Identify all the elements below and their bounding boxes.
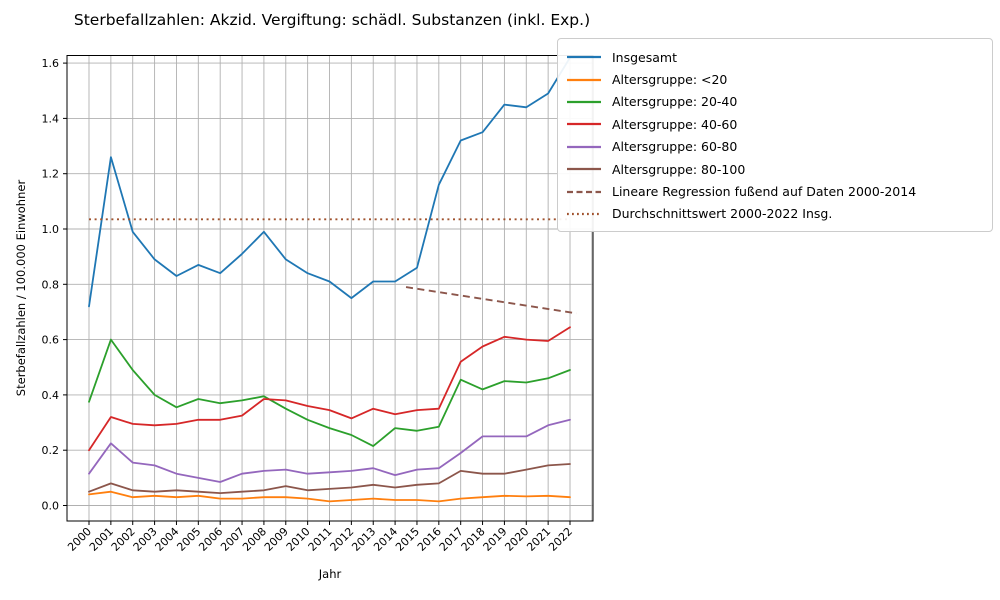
legend-line-swatch (567, 190, 601, 193)
legend: Insgesamt Altersgruppe: <20 Altersgruppe: … (557, 38, 993, 233)
series-line-altersgruppe-20 (88, 490, 571, 503)
chart-title: Sterbefallzahlen: Akzid. Vergiftung: sch… (73, 11, 591, 29)
legend-item: Insgesamt (566, 46, 986, 68)
x-tick-label: 2021 (524, 525, 553, 554)
legend-line-swatch (567, 145, 601, 148)
legend-line-swatch (567, 78, 601, 81)
legend-item: Altersgruppe: 20-40 (566, 91, 986, 113)
x-tick-label: 2005 (174, 525, 203, 554)
y-tick-label: 0.6 (42, 334, 60, 347)
x-tick-label: 2006 (196, 525, 225, 554)
x-tick-label: 2022 (546, 525, 575, 554)
legend-label: Altersgruppe: 40-60 (612, 116, 738, 132)
legend-line-swatch (567, 212, 601, 216)
legend-label: Lineare Regression fußend auf Daten 2000… (612, 184, 917, 200)
x-tick-label: 2010 (284, 525, 313, 554)
x-tick-label: 2014 (371, 525, 400, 554)
x-tick-label: 2001 (87, 525, 116, 554)
legend-line-swatch (567, 168, 601, 171)
legend-item: Altersgruppe: 80-100 (566, 158, 986, 180)
legend-item: Altersgruppe: 40-60 (566, 113, 986, 135)
y-tick-label: 1.0 (42, 223, 60, 236)
x-tick-label: 2012 (327, 525, 356, 554)
y-axis-label: Sterbefallzahlen / 100.000 Einwohner (14, 179, 28, 397)
x-tick-label: 2007 (218, 525, 247, 554)
x-tick-label: 2011 (306, 525, 335, 554)
series-line-altersgruppe-40-60 (88, 326, 571, 452)
legend-item: Durchschnittswert 2000-2022 Insg. (566, 203, 986, 225)
x-tick-label: 2002 (109, 525, 138, 554)
legend-line-swatch (567, 100, 601, 104)
x-tick-label: 2016 (415, 525, 444, 554)
legend-item: Altersgruppe: 60-80 (566, 136, 986, 158)
x-tick-label: 2004 (153, 525, 182, 554)
x-axis-label: Jahr (318, 567, 342, 581)
legend-item: Altersgruppe: <20 (566, 68, 986, 90)
x-tick-label: 2020 (502, 525, 531, 554)
legend-line-swatch (567, 56, 601, 59)
x-tick-label: 2009 (262, 525, 291, 554)
x-tick-label: 2003 (131, 525, 160, 554)
y-tick-label: 0.2 (42, 444, 60, 457)
series-line-altersgruppe-20-40 (88, 338, 571, 448)
y-tick-label: 0.8 (42, 278, 60, 291)
legend-label: Altersgruppe: 20-40 (612, 94, 738, 110)
legend-item: Lineare Regression fußend auf Daten 2000… (566, 180, 986, 202)
series-line-altersgruppe-60-80 (88, 418, 571, 483)
legend-label: Altersgruppe: <20 (612, 72, 728, 88)
y-tick-label: 0.0 (42, 500, 60, 513)
y-tick-label: 1.4 (42, 112, 60, 125)
x-tick-label: 2017 (437, 525, 466, 554)
legend-label: Altersgruppe: 60-80 (612, 139, 738, 155)
x-tick-label: 2018 (459, 525, 488, 554)
series-line-altersgruppe-80-100 (88, 463, 571, 495)
legend-label: Insgesamt (612, 49, 677, 65)
y-tick-label: 1.2 (42, 168, 60, 181)
x-tick-label: 2008 (240, 525, 269, 554)
x-tick-label: 2000 (65, 525, 94, 554)
y-tick-label: 1.6 (42, 57, 60, 70)
x-tick-label: 2015 (393, 525, 422, 554)
legend-label: Altersgruppe: 80-100 (612, 161, 746, 177)
reference-line-regression (405, 286, 577, 315)
plot-background (67, 55, 593, 521)
y-tick-label: 0.4 (42, 389, 60, 402)
legend-line-swatch (567, 123, 601, 126)
x-tick-label: 2019 (481, 525, 510, 554)
series-line-insgesamt (88, 56, 571, 308)
legend-label: Durchschnittswert 2000-2022 Insg. (612, 206, 833, 222)
x-tick-label: 2013 (349, 525, 378, 554)
